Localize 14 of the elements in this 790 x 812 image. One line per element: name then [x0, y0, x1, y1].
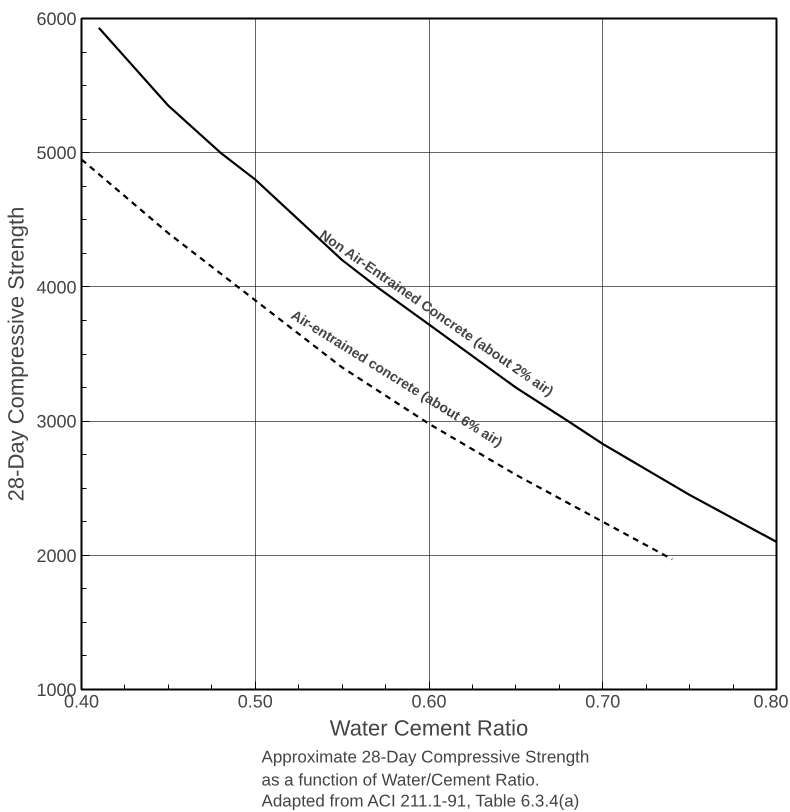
text: as a function of Water/Cement Ratio. [262, 770, 540, 790]
x-tick-label: 0.70 [585, 692, 620, 712]
y-axis-title: 28-Day Compressive Strength [3, 206, 28, 502]
x-tick-label: 0.80 [753, 692, 789, 712]
x-tick-label: 0.60 [411, 692, 447, 712]
y-tick-label: 2000 [36, 546, 77, 566]
x-axis-title: Water Cement Ratio [330, 716, 528, 740]
y-tick-label: 6000 [36, 9, 77, 29]
y-tick-label: 4000 [36, 277, 77, 298]
y-tick-label: 5000 [36, 143, 77, 164]
x-tick-label: 0.50 [238, 692, 273, 712]
text: Adapted from ACI 211.1-91, Table 6.3.4(a) [262, 792, 580, 810]
y-tick-label: 3000 [36, 412, 77, 432]
text: Approximate 28-Day Compressive Strength [262, 748, 590, 766]
